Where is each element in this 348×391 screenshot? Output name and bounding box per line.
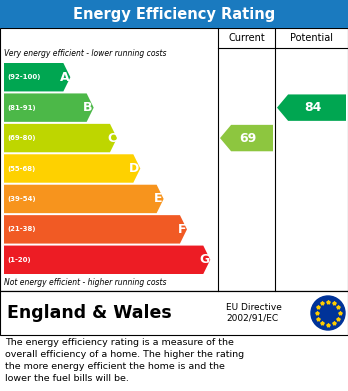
- Text: Not energy efficient - higher running costs: Not energy efficient - higher running co…: [4, 278, 166, 287]
- Text: Current: Current: [228, 33, 265, 43]
- Text: (55-68): (55-68): [7, 165, 35, 172]
- Text: England & Wales: England & Wales: [7, 304, 172, 322]
- Polygon shape: [4, 215, 187, 244]
- Polygon shape: [277, 95, 346, 121]
- Polygon shape: [4, 63, 70, 91]
- Polygon shape: [4, 124, 117, 152]
- Text: (81-91): (81-91): [7, 105, 35, 111]
- Text: F: F: [177, 223, 186, 236]
- Circle shape: [311, 296, 345, 330]
- Text: E: E: [154, 192, 163, 205]
- Polygon shape: [4, 246, 210, 274]
- Text: D: D: [129, 162, 139, 175]
- Text: Potential: Potential: [290, 33, 333, 43]
- Text: B: B: [83, 101, 93, 114]
- Text: 84: 84: [304, 101, 321, 114]
- Text: 2002/91/EC: 2002/91/EC: [226, 314, 278, 323]
- Text: (21-38): (21-38): [7, 226, 35, 232]
- Polygon shape: [4, 154, 140, 183]
- Bar: [0, 291, 348, 335]
- Polygon shape: [4, 93, 94, 122]
- Polygon shape: [4, 185, 164, 213]
- Text: (1-20): (1-20): [7, 257, 31, 263]
- Bar: [0, 28, 348, 291]
- Polygon shape: [220, 125, 273, 151]
- Text: G: G: [199, 253, 209, 266]
- Text: Very energy efficient - lower running costs: Very energy efficient - lower running co…: [4, 49, 166, 58]
- Text: EU Directive: EU Directive: [226, 303, 282, 312]
- Text: The energy efficiency rating is a measure of the
overall efficiency of a home. T: The energy efficiency rating is a measur…: [5, 338, 244, 384]
- Text: (92-100): (92-100): [7, 74, 40, 80]
- Text: 69: 69: [239, 131, 256, 145]
- Text: C: C: [107, 131, 116, 145]
- Bar: [0, 0, 348, 28]
- Text: Energy Efficiency Rating: Energy Efficiency Rating: [73, 7, 275, 22]
- Text: (69-80): (69-80): [7, 135, 35, 141]
- Text: (39-54): (39-54): [7, 196, 35, 202]
- Text: A: A: [60, 71, 69, 84]
